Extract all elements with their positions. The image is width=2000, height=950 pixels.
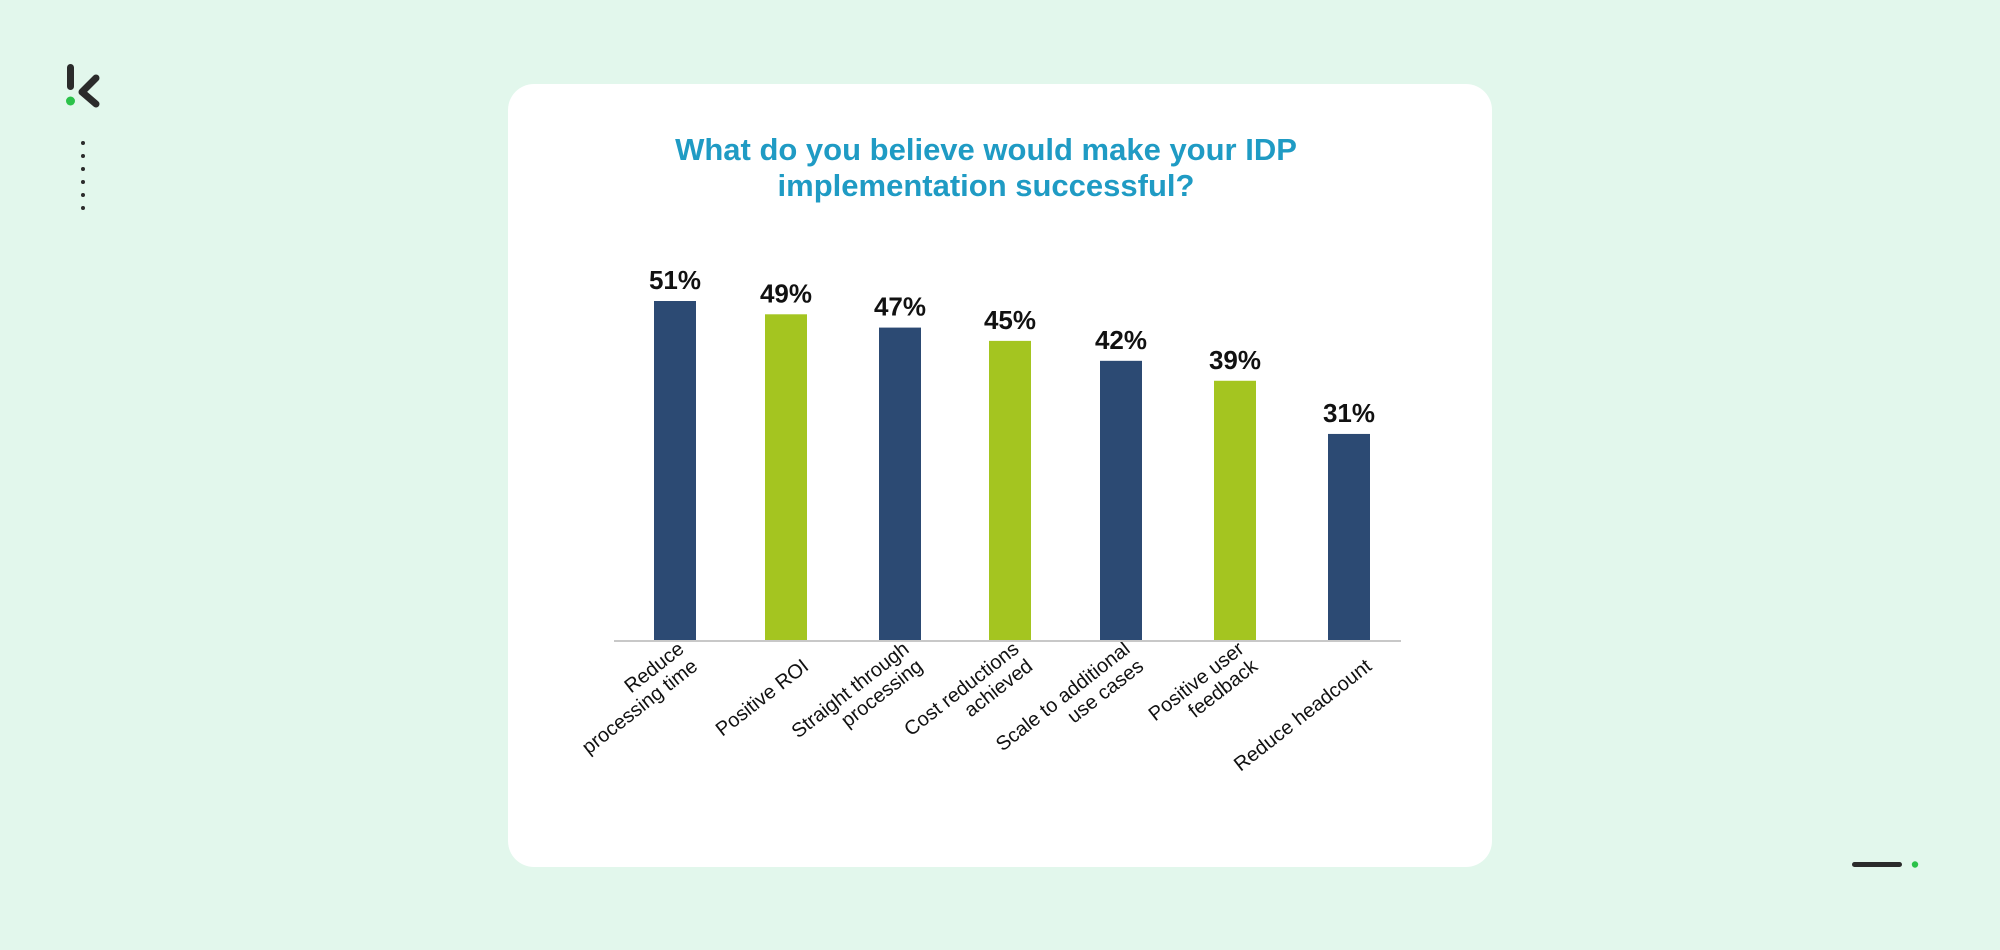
- value-label-6: 31%: [1323, 398, 1375, 428]
- chart-card: What do you believe would make your IDP …: [508, 84, 1492, 867]
- value-label-5: 39%: [1209, 345, 1261, 375]
- value-label-3: 45%: [984, 305, 1036, 335]
- chart-title-line-2: implementation successful?: [777, 168, 1195, 203]
- chart-title: What do you believe would make your IDP …: [508, 132, 1464, 204]
- chart-title-line-1: What do you believe would make your IDP: [675, 132, 1297, 167]
- progress-dash-icon: [1852, 861, 1919, 868]
- bar-2: [879, 327, 921, 640]
- bar-4: [1100, 360, 1142, 640]
- value-label-0: 51%: [649, 265, 701, 295]
- value-label-4: 42%: [1095, 325, 1147, 355]
- value-label-1: 49%: [760, 278, 812, 308]
- vertical-dots-icon: [81, 141, 85, 210]
- bar-1: [765, 314, 807, 640]
- bar-5: [1214, 380, 1256, 640]
- bar-0: [654, 301, 696, 640]
- brand-logo-icon: [66, 64, 100, 108]
- value-label-2: 47%: [874, 292, 926, 322]
- bar-3: [989, 340, 1031, 640]
- bar-6: [1328, 433, 1370, 640]
